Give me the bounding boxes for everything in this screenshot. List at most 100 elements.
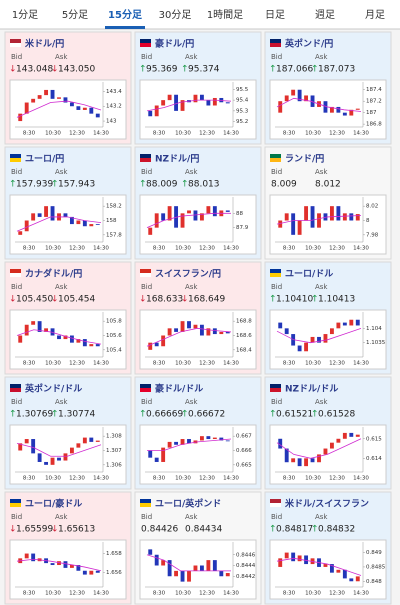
x-tick-label: 14:30	[353, 591, 369, 597]
candle	[18, 335, 23, 343]
x-tick-label: 14:30	[93, 361, 109, 367]
x-tick-label: 14:30	[93, 476, 109, 482]
candle	[317, 213, 321, 228]
bid-value: 105.450	[16, 295, 53, 305]
candle	[310, 336, 315, 343]
tab[interactable]: 30分足	[159, 9, 192, 21]
candle	[82, 220, 87, 227]
tab[interactable]: 15分足	[108, 8, 143, 21]
candle	[69, 447, 74, 454]
candle	[89, 570, 94, 575]
candle	[310, 95, 315, 107]
y-tick-label: 157.8	[106, 232, 122, 238]
chart-box	[139, 309, 257, 370]
candle	[57, 457, 61, 461]
chart-box	[139, 79, 257, 140]
candle	[82, 339, 87, 347]
candle	[336, 106, 341, 113]
candle	[284, 213, 289, 221]
candle	[349, 109, 354, 116]
candle	[161, 560, 166, 566]
tab[interactable]: 5分足	[62, 9, 88, 21]
tab[interactable]: 1時間足	[207, 9, 243, 21]
candle	[95, 344, 100, 347]
x-tick-label: 14:30	[93, 131, 109, 137]
candle	[278, 438, 283, 449]
pair-name: ユーロ/ドル	[285, 269, 333, 280]
tab[interactable]: 月足	[365, 9, 385, 21]
candle	[342, 432, 347, 439]
ask-value: 1.30774	[58, 410, 95, 420]
candle	[323, 448, 328, 455]
ask-label: Ask	[315, 283, 328, 291]
ask-arrow: ↑	[181, 180, 189, 190]
ask-label: Ask	[55, 53, 68, 61]
active-tab-underline	[105, 26, 145, 29]
tab[interactable]: 日足	[265, 9, 285, 21]
tab[interactable]: 週足	[315, 9, 335, 21]
x-tick-label: 10:30	[175, 246, 191, 252]
x-tick-label: 10:30	[45, 361, 61, 367]
y-tick-label: 95.5	[236, 87, 249, 93]
candle	[323, 101, 328, 113]
y-tick-label: 0.8485	[366, 564, 386, 570]
moving-average-line	[16, 558, 102, 572]
y-tick-label: 0.667	[236, 434, 252, 440]
candle	[342, 569, 347, 579]
candle	[154, 342, 159, 347]
candle	[69, 565, 74, 568]
ask-label: Ask	[185, 53, 198, 61]
candle	[206, 560, 211, 571]
y-tick-label: 1.1035	[366, 340, 386, 346]
chart-box	[269, 539, 387, 600]
candle	[57, 561, 61, 566]
candle	[349, 578, 354, 582]
chart-box	[9, 424, 127, 485]
candle	[187, 321, 191, 329]
candle	[193, 210, 198, 221]
candle	[329, 106, 334, 113]
candle	[199, 213, 204, 221]
x-tick-label: 12:30	[69, 476, 85, 482]
ask-value: 157.943	[58, 180, 95, 190]
candle	[329, 442, 334, 449]
x-tick-label: 12:30	[329, 246, 345, 252]
bid-label: Bid	[141, 398, 152, 406]
moving-average-line	[16, 100, 102, 118]
pair-name: ランド/円	[285, 154, 324, 165]
candle	[199, 94, 204, 101]
x-tick-label: 12:30	[329, 361, 345, 367]
x-tick-label: 12:30	[69, 131, 85, 137]
x-tick-label: 10:30	[175, 476, 191, 482]
tab[interactable]: 1分足	[12, 9, 38, 21]
candle	[167, 441, 172, 448]
bid-value: 1.65599	[16, 525, 53, 535]
pair-name: カナダドル/円	[25, 268, 82, 280]
bid-value: 0.84426	[141, 525, 178, 535]
bid-value: 0.66669	[146, 410, 183, 420]
chart-box	[9, 194, 127, 255]
candle	[349, 213, 354, 221]
bid-arrow: ↑	[9, 180, 17, 190]
x-tick-label: 8:30	[23, 476, 36, 482]
flag-stripe	[270, 273, 281, 277]
candle	[50, 206, 55, 221]
candle	[50, 563, 55, 566]
x-tick-label: 14:30	[353, 246, 369, 252]
candle	[180, 100, 185, 111]
